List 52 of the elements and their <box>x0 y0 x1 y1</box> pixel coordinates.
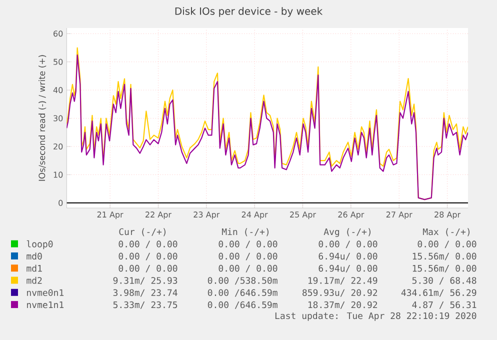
text: Last update: Tue Apr 28 22:10:19 2020 <box>275 312 476 321</box>
x-tick-label: 26 Apr <box>338 212 364 220</box>
chart-title: Disk IOs per device - by week <box>175 7 323 17</box>
text: 0.00 / 0.00 <box>218 252 278 260</box>
x-tick-label: 23 Apr <box>194 212 220 220</box>
text: 859.93u/ 20.92 <box>302 289 378 297</box>
legend-label: md0 <box>26 252 42 260</box>
x-tick-label: 24 Apr <box>242 212 268 220</box>
y-tick-label: 30 <box>54 115 63 122</box>
legend-label: nvme0n1 <box>27 289 64 296</box>
y-axis-title: IOs/second read (-) / write (+) <box>38 55 46 181</box>
text: Avg (-/+) <box>324 228 371 237</box>
x-tick-label: 28 Apr <box>434 212 461 220</box>
text: 0.00 / 0.00 <box>118 240 178 248</box>
text: 0.00 / 0.00 <box>218 240 278 248</box>
text: Max (-/+) <box>423 228 470 236</box>
y-tick-label: 10 <box>54 172 63 178</box>
text: 9.31m/ 25.93 <box>113 277 178 285</box>
text: 6.94u/ 0.00 <box>318 252 378 260</box>
x-tick-label: 25 Apr <box>290 212 316 220</box>
x-tick-label: 21 Apr <box>97 212 124 220</box>
text: Cur (-/+) <box>119 228 166 236</box>
x-tick-label: 22 Apr <box>146 212 172 220</box>
legend-label: md1 <box>26 264 42 272</box>
y-tick-label: 20 <box>54 143 63 150</box>
text: 0.00 /646.59m <box>208 301 278 309</box>
text: 3.98m/ 23.74 <box>113 289 178 297</box>
y-tick-label: 50 <box>54 58 63 65</box>
text: 6.94u/ 0.00 <box>318 264 378 272</box>
text: 0.00 / 0.00 <box>218 264 278 272</box>
text: 434.61m/ 56.29 <box>401 289 476 297</box>
y-tick-label: 60 <box>54 30 63 37</box>
text: Min (-/+) <box>222 228 269 236</box>
legend-label: md2 <box>26 276 42 284</box>
text: 0.00 / 0.00 <box>318 240 378 248</box>
legend-label: loop0 <box>26 240 53 250</box>
text: 0.00 /646.59m <box>208 289 278 297</box>
text: 4.87 / 56.31 <box>412 301 476 309</box>
text: 15.56m/ 0.00 <box>412 264 476 272</box>
x-tick-label: 27 Apr <box>386 212 412 220</box>
text: 5.30 / 68.48 <box>412 277 476 285</box>
text: 0.00 / 0.00 <box>418 240 476 248</box>
text: 5.33m/ 23.75 <box>113 301 178 309</box>
y-tick-label: 40 <box>53 87 63 94</box>
y-tick-label: 0 <box>58 200 63 206</box>
text: 0.00 / 0.00 <box>118 252 178 260</box>
text: 18.37m/ 20.92 <box>308 301 378 309</box>
text: 15.56m/ 0.00 <box>412 252 476 260</box>
text: 0.00 / 0.00 <box>118 264 178 272</box>
text: 19.17m/ 22.49 <box>308 277 378 285</box>
text: 0.00 /538.50m <box>208 277 278 285</box>
legend-label: nvme1n1 <box>27 301 64 308</box>
